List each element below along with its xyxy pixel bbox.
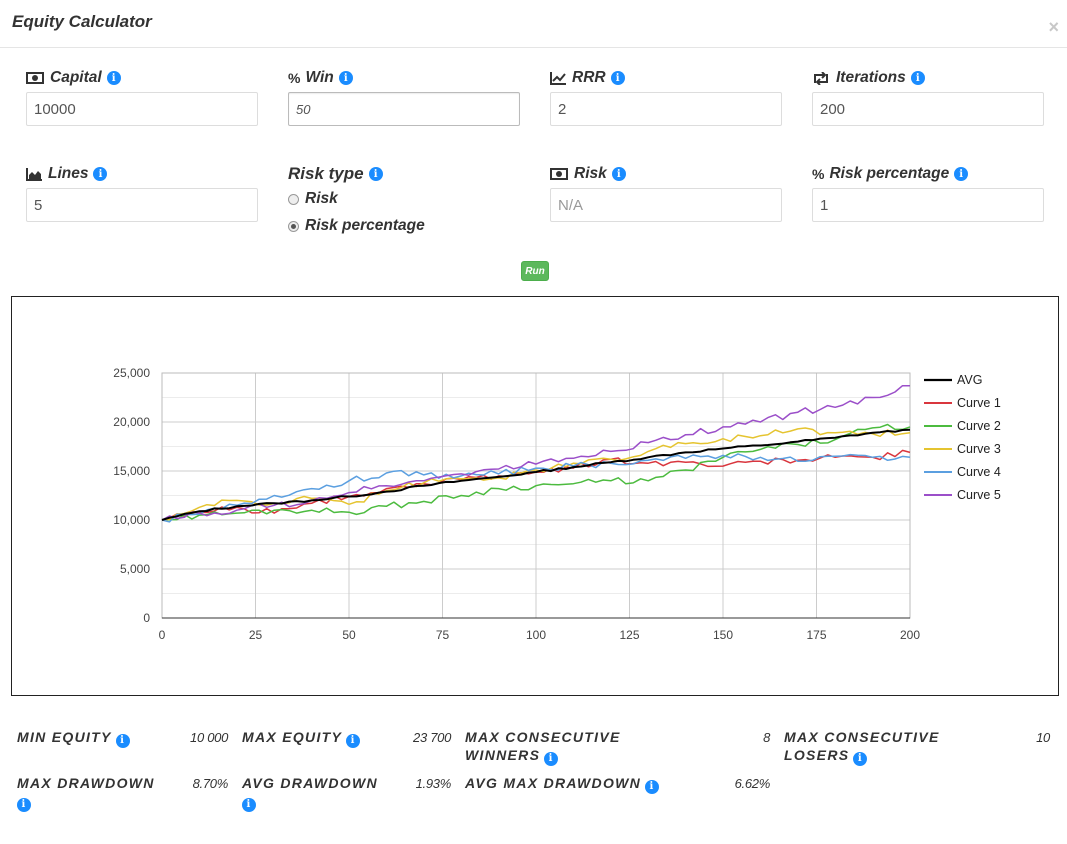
win-label: Win bbox=[305, 69, 334, 86]
capital-label: Capital bbox=[50, 69, 102, 86]
risk-field: Risk i bbox=[550, 164, 782, 222]
risk-info-icon[interactable]: i bbox=[611, 167, 626, 181]
max-drawdown-value: 8.70% bbox=[192, 776, 229, 791]
legend-label: Curve 2 bbox=[957, 419, 1001, 433]
area-chart-icon bbox=[26, 167, 42, 181]
max-consecutive-losers-value: 10 bbox=[1036, 730, 1050, 745]
avg-drawdown-value: 1.93% bbox=[415, 776, 452, 791]
max-equity-value: 23 700 bbox=[413, 730, 451, 745]
y-tick-label: 10,000 bbox=[113, 513, 150, 527]
y-tick-label: 20,000 bbox=[113, 415, 150, 429]
max-drawdown-info-icon[interactable]: i bbox=[17, 798, 31, 812]
risk-percentage-info-icon[interactable]: i bbox=[954, 167, 969, 181]
win-field: % Win i bbox=[288, 68, 520, 126]
risk-radio[interactable] bbox=[288, 193, 299, 205]
avg-drawdown-info-icon[interactable]: i bbox=[242, 798, 256, 812]
series-line-curve-4 bbox=[161, 453, 911, 523]
lines-input[interactable] bbox=[26, 188, 258, 222]
min-equity-value: 10 000 bbox=[190, 730, 228, 745]
max-equity-info-icon[interactable]: i bbox=[346, 734, 361, 748]
max-consecutive-losers-info-icon[interactable]: i bbox=[853, 752, 868, 766]
avg-max-drawdown-info-icon[interactable]: i bbox=[645, 780, 660, 794]
x-tick-label: 175 bbox=[806, 628, 826, 642]
legend-label: Curve 3 bbox=[957, 442, 1001, 456]
rrr-info-icon[interactable]: i bbox=[610, 71, 625, 85]
legend-label: Curve 1 bbox=[957, 396, 1001, 410]
modal-title: Equity Calculator bbox=[12, 12, 152, 31]
risk-percentage-field: % Risk percentage i bbox=[812, 164, 1044, 222]
money-icon bbox=[26, 72, 44, 84]
rrr-label: RRR bbox=[572, 69, 606, 86]
capital-input[interactable] bbox=[26, 92, 258, 126]
equity-chart-svg: 0 5,000 10,000 15,000 20,000 25,000 0 25 50 75 100… bbox=[113, 366, 1001, 642]
close-button[interactable]: × bbox=[1048, 17, 1059, 37]
max-drawdown-label: MAX DRAWDOWN i bbox=[17, 775, 155, 812]
x-tick-label: 100 bbox=[526, 628, 546, 642]
series-line-avg bbox=[161, 428, 911, 521]
risk-type-label: Risk type bbox=[288, 164, 364, 183]
max-consecutive-losers-label: MAX CONSECUTIVE LOSERS i bbox=[784, 729, 940, 766]
risk-percentage-radio-option[interactable]: Risk percentage bbox=[288, 215, 520, 237]
capital-field: Capital i bbox=[26, 68, 258, 126]
risk-radio-option[interactable]: Risk bbox=[288, 188, 520, 210]
iterations-input[interactable] bbox=[812, 92, 1044, 126]
min-equity-info-icon[interactable]: i bbox=[115, 734, 130, 748]
y-tick-label: 15,000 bbox=[113, 464, 150, 478]
risk-type-field: Risk type i Risk Risk percentage bbox=[288, 164, 520, 237]
max-consecutive-winners-label: MAX CONSECUTIVE WINNERS i bbox=[465, 729, 621, 766]
run-button[interactable]: Run bbox=[521, 261, 549, 281]
percent-icon: % bbox=[288, 70, 301, 86]
avg-max-drawdown-value: 6.62% bbox=[734, 776, 771, 791]
equity-chart: 0 5,000 10,000 15,000 20,000 25,000 0 25 50 75 100… bbox=[11, 296, 1059, 696]
retweet-icon bbox=[814, 71, 828, 85]
x-tick-label: 150 bbox=[713, 628, 733, 642]
stats-panel: MIN EQUITY i 10 000 MAX EQUITY i 23 700 MA… bbox=[0, 726, 1067, 836]
win-info-icon[interactable]: i bbox=[338, 71, 353, 85]
avg-drawdown-label: AVG DRAWDOWN i bbox=[242, 775, 378, 812]
x-tick-label: 200 bbox=[900, 628, 920, 642]
money-icon bbox=[550, 168, 568, 180]
x-tick-label: 125 bbox=[619, 628, 639, 642]
rrr-input[interactable] bbox=[550, 92, 782, 126]
x-tick-label: 75 bbox=[436, 628, 450, 642]
line-chart-icon bbox=[550, 71, 566, 85]
percent-icon: % bbox=[812, 166, 825, 182]
iterations-label: Iterations bbox=[836, 69, 906, 86]
risk-radio-label: Risk bbox=[305, 190, 338, 207]
lines-info-icon[interactable]: i bbox=[93, 167, 108, 181]
y-tick-label: 0 bbox=[143, 611, 150, 625]
win-input[interactable] bbox=[288, 92, 520, 126]
lines-field: Lines i bbox=[26, 164, 258, 222]
risk-label: Risk bbox=[574, 165, 607, 182]
capital-info-icon[interactable]: i bbox=[106, 71, 121, 85]
legend-label: AVG bbox=[957, 373, 982, 387]
risk-percentage-radio[interactable] bbox=[288, 220, 299, 232]
risk-percentage-label: Risk percentage bbox=[829, 165, 950, 182]
legend-label: Curve 5 bbox=[957, 488, 1001, 502]
y-tick-label: 5,000 bbox=[120, 562, 150, 576]
risk-input[interactable] bbox=[550, 188, 782, 222]
iterations-info-icon[interactable]: i bbox=[910, 71, 925, 85]
series-line-curve-5 bbox=[161, 384, 910, 521]
max-consecutive-winners-info-icon[interactable]: i bbox=[544, 752, 559, 766]
risk-type-info-icon[interactable]: i bbox=[368, 167, 383, 181]
x-tick-label: 0 bbox=[159, 628, 166, 642]
risk-percentage-radio-label: Risk percentage bbox=[305, 217, 425, 234]
rrr-field: RRR i bbox=[550, 68, 782, 126]
max-equity-label: MAX EQUITY i bbox=[242, 728, 361, 748]
lines-label: Lines bbox=[48, 165, 89, 182]
avg-max-drawdown-label: AVG MAX DRAWDOWN i bbox=[465, 774, 660, 794]
risk-percentage-input[interactable] bbox=[812, 188, 1044, 222]
iterations-field: Iterations i bbox=[812, 68, 1044, 126]
min-equity-label: MIN EQUITY i bbox=[17, 728, 130, 748]
modal-header: Equity Calculator × bbox=[0, 0, 1067, 48]
x-tick-label: 50 bbox=[342, 628, 356, 642]
x-tick-label: 25 bbox=[249, 628, 263, 642]
max-consecutive-winners-value: 8 bbox=[763, 730, 770, 745]
legend-label: Curve 4 bbox=[957, 465, 1001, 479]
y-tick-label: 25,000 bbox=[113, 366, 150, 380]
